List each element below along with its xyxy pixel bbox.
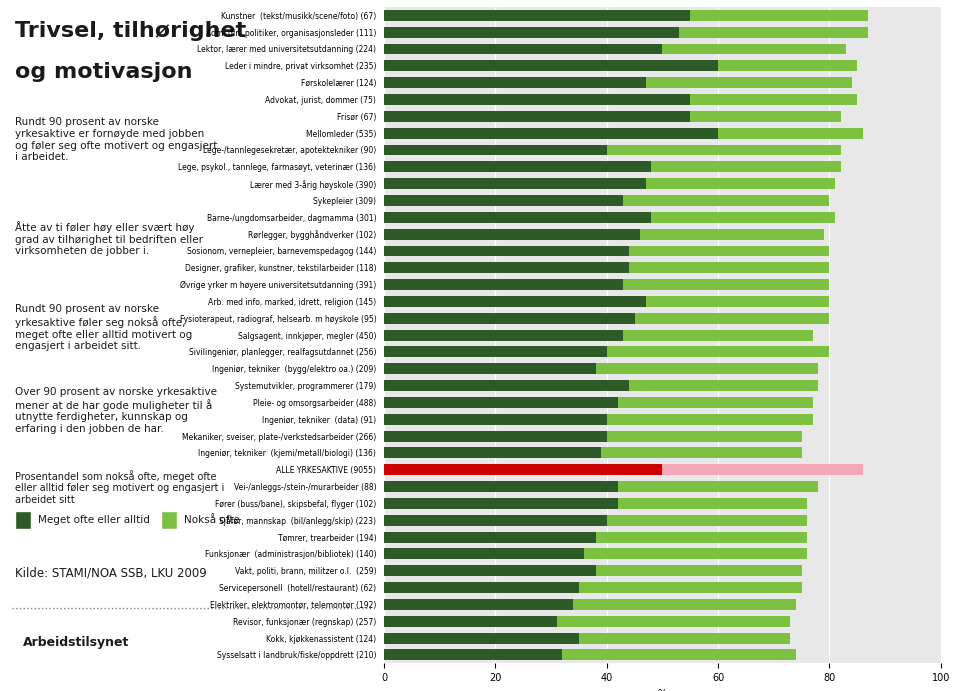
Bar [384, 380, 629, 391]
Bar [384, 650, 563, 661]
Bar [651, 212, 835, 223]
Bar [384, 77, 646, 88]
Bar [646, 296, 829, 307]
Bar [384, 10, 690, 21]
Text: Åtte av ti føler høy eller svært høy
grad av tilhørighet til bedriften eller
vir: Åtte av ti føler høy eller svært høy gra… [15, 221, 204, 256]
Bar [640, 229, 824, 240]
X-axis label: %: % [658, 689, 667, 691]
Bar [618, 481, 818, 492]
Text: Trivsel, tilhørighet: Trivsel, tilhørighet [15, 21, 247, 41]
Bar [618, 498, 807, 509]
Bar [384, 111, 690, 122]
Bar [607, 515, 807, 526]
Bar [384, 245, 629, 256]
Bar [384, 279, 623, 290]
Bar [384, 60, 718, 71]
Bar [384, 363, 595, 375]
Bar [384, 161, 651, 172]
Bar [384, 414, 607, 425]
Bar [384, 582, 579, 593]
Bar [384, 549, 585, 560]
Bar [690, 94, 857, 105]
Bar [651, 161, 841, 172]
Bar [161, 511, 177, 529]
Bar [384, 313, 635, 324]
Bar [646, 178, 835, 189]
Text: og motivasjon: og motivasjon [15, 62, 193, 82]
Bar [629, 245, 829, 256]
Bar [646, 77, 852, 88]
Bar [384, 498, 618, 509]
Bar [384, 464, 662, 475]
Bar [384, 346, 607, 357]
Text: Arbeidstilsynet: Arbeidstilsynet [23, 636, 130, 649]
Bar [623, 330, 813, 341]
Text: Nokså ofte: Nokså ofte [184, 515, 240, 524]
Bar [384, 633, 579, 643]
Text: Rundt 90 prosent av norske
yrkesaktive er fornøyde med jobben
og føler seg ofte : Rundt 90 prosent av norske yrkesaktive e… [15, 117, 218, 162]
Bar [718, 60, 857, 71]
Bar [563, 650, 796, 661]
Text: Kilde: STAMI/NOA SSB, LKU 2009: Kilde: STAMI/NOA SSB, LKU 2009 [15, 567, 207, 580]
Bar [607, 414, 813, 425]
Bar [384, 263, 629, 273]
Bar [384, 430, 607, 442]
Bar [607, 144, 841, 155]
Bar [384, 94, 690, 105]
Text: Over 90 prosent av norske yrkesaktive
mener at de har gode muligheter til å
utny: Over 90 prosent av norske yrkesaktive me… [15, 387, 217, 434]
Bar [629, 380, 818, 391]
Bar [557, 616, 790, 627]
Bar [718, 128, 863, 139]
Bar [595, 531, 807, 542]
Bar [629, 263, 829, 273]
Bar [573, 599, 796, 610]
Bar [623, 195, 829, 206]
Bar [579, 582, 802, 593]
Text: Prosentandel som nokså ofte, meget ofte
eller alltid føler seg motivert og engas: Prosentandel som nokså ofte, meget ofte … [15, 470, 225, 505]
Bar [384, 616, 557, 627]
Bar [384, 44, 662, 55]
Bar [384, 481, 618, 492]
Bar [579, 633, 790, 643]
Bar [585, 549, 807, 560]
Bar [595, 363, 818, 375]
Bar [662, 44, 846, 55]
Text: Meget ofte eller alltid: Meget ofte eller alltid [38, 515, 151, 524]
Bar [384, 397, 618, 408]
Bar [384, 229, 640, 240]
Bar [384, 212, 651, 223]
Bar [690, 111, 841, 122]
Bar [384, 128, 718, 139]
Bar [690, 10, 869, 21]
Text: Rundt 90 prosent av norske
yrkesaktive føler seg nokså ofte,
meget ofte eller al: Rundt 90 prosent av norske yrkesaktive f… [15, 304, 193, 351]
Bar [384, 599, 573, 610]
Bar [679, 27, 869, 37]
Bar [607, 346, 829, 357]
Bar [384, 330, 623, 341]
Bar [618, 397, 813, 408]
Bar [384, 515, 607, 526]
Bar [662, 464, 863, 475]
Bar [15, 511, 31, 529]
Bar [635, 313, 829, 324]
Bar [601, 448, 802, 458]
Bar [384, 27, 679, 37]
Bar [623, 279, 829, 290]
Bar [384, 531, 595, 542]
Bar [595, 565, 802, 576]
Bar [384, 296, 646, 307]
Bar [384, 195, 623, 206]
Bar [384, 448, 601, 458]
Bar [384, 565, 595, 576]
Bar [607, 430, 802, 442]
Bar [384, 144, 607, 155]
Bar [384, 178, 646, 189]
